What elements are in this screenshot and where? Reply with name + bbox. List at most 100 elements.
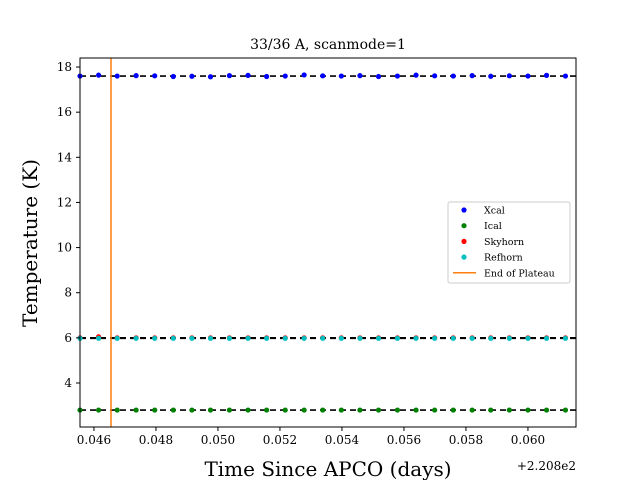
xcal-point [543,72,550,78]
xcal-point [375,73,382,80]
xcal-point [264,73,270,80]
y-tick-label: 6 [64,331,72,345]
refhorn-point [96,335,102,341]
ical-point [96,407,102,413]
xcal-point [114,73,120,79]
ical-point [301,407,307,413]
ical-point [189,407,195,413]
xcal-point [469,73,475,79]
refhorn-point [152,335,158,341]
ical-point [152,407,158,413]
x-tick-label: 0.048 [139,433,173,447]
y-tick-label: 10 [57,241,72,255]
refhorn-point [469,335,475,341]
legend: Xcal Ical Skyhorn Refhorn End of Plateau [447,201,571,284]
xcal-point [96,72,102,78]
ical-point [394,407,401,413]
xcal-point [245,72,251,78]
refhorn-point [432,335,438,341]
refhorn-point [394,335,401,341]
xcal-point [562,73,569,79]
refhorn-point [338,335,344,341]
y-tick-label: 14 [57,150,73,164]
refhorn-point [357,335,363,341]
ical-point [488,407,494,413]
xcal-point [394,73,401,79]
legend-label-skyhorn: Skyhorn [484,237,524,248]
xcal-point [488,73,494,79]
xcal-point [413,72,419,78]
xcal-point [133,73,139,79]
data-points [77,72,569,413]
x-axis-ticks: 0.046 0.048 0.050 0.052 0.054 0.056 0.058 0.060 [77,427,545,447]
ical-point [525,407,531,413]
xcal-point [207,74,214,80]
refhorn-point [170,335,176,341]
ical-point [170,407,176,413]
x-tick-label: 0.060 [511,433,545,447]
legend-label-end-of-plateau: End of Plateau [484,268,555,279]
legend-marker-xcal [461,207,467,213]
x-axis-label: Time Since APCO (days) [204,457,451,480]
legend-marker-skyhorn [461,238,467,244]
ical-point [432,407,438,413]
refhorn-point [114,335,120,341]
plot-area-frame [79,57,577,428]
refhorn-point [207,335,214,341]
ical-point [264,407,270,413]
xcal-point [152,73,158,79]
legend-marker-ical [461,223,467,229]
refhorn-point [450,335,456,341]
refhorn-point [301,335,307,341]
ical-point [469,407,475,413]
ical-point [282,407,288,413]
legend-label-xcal: Xcal [484,206,505,217]
xcal-point [170,73,176,80]
ical-point [506,407,512,413]
xcal-point [506,73,512,79]
refhorn-point [543,335,550,341]
y-axis-label: Temperature (K) [18,159,42,327]
ical-point [413,407,419,413]
refhorn-point [375,335,382,341]
refhorn-point [488,335,494,341]
refhorn-point [189,335,195,341]
x-offset-text: +2.208e2 [517,459,576,473]
ical-point [562,407,569,413]
xcal-point [450,73,456,79]
ical-point [357,407,363,413]
ical-point [245,407,251,413]
xcal-point [226,73,233,79]
x-tick-label: 0.056 [387,433,421,447]
x-tick-label: 0.054 [325,433,360,447]
xcal-point [282,73,288,79]
refhorn-point [226,335,233,341]
ical-point [133,407,139,413]
refhorn-point [245,335,251,341]
xcal-point [189,73,195,79]
x-tick-label: 0.046 [77,433,111,447]
xcal-point [357,73,363,79]
y-tick-label: 18 [57,60,72,74]
xcal-point [338,73,344,79]
xcal-point [320,73,326,79]
refhorn-point [506,335,512,341]
xcal-point [432,73,438,79]
xcal-point [525,73,531,79]
refhorn-point [562,335,569,341]
xcal-point [301,72,307,78]
ical-point [207,407,214,413]
refhorn-point [133,335,139,341]
ical-point [320,407,326,413]
y-tick-label: 12 [57,195,72,209]
refhorn-point [320,335,326,341]
legend-marker-refhorn [461,254,467,260]
y-tick-label: 8 [64,286,72,300]
refhorn-point [525,335,531,341]
legend-label-ical: Ical [484,221,502,232]
ical-point [338,407,344,413]
ical-point [114,407,120,413]
x-tick-label: 0.052 [263,433,297,447]
refhorn-point [264,335,270,341]
